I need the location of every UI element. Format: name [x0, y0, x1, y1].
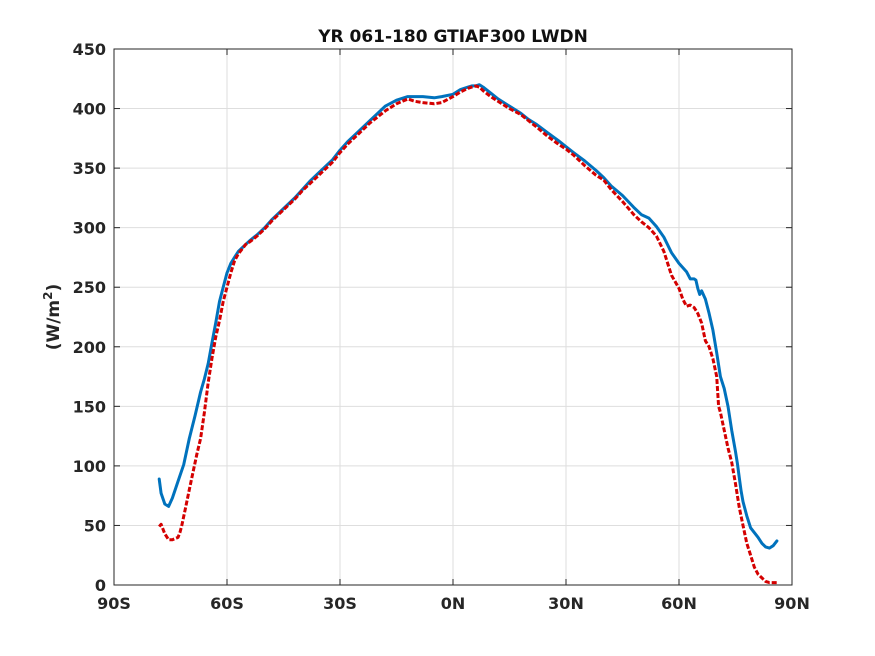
series-layer: [157, 83, 779, 585]
y-tick-label: 400: [73, 100, 106, 119]
x-tick-label: 90N: [774, 594, 810, 613]
x-tick-label: 30S: [323, 594, 357, 613]
y-tick-label: 200: [73, 338, 106, 357]
y-tick-label: 0: [95, 576, 106, 595]
y-tick-label: 100: [73, 457, 106, 476]
x-tick-label: 30N: [548, 594, 584, 613]
x-tick-label: 0N: [441, 594, 466, 613]
chart-title: YR 061-180 GTIAF300 LWDN: [317, 27, 588, 47]
y-axis-ticks: 0 50 100 150 200 250 300 350 400 450: [73, 40, 792, 595]
x-tick-label: 60N: [661, 594, 697, 613]
y-axis-label: (W/m2): [41, 284, 64, 351]
y-axis-label-exponent: 2: [41, 291, 55, 299]
series-line-2: [158, 84, 777, 585]
y-tick-label: 250: [73, 278, 106, 297]
series-line-1: [157, 83, 779, 550]
y-tick-label: 50: [84, 516, 106, 535]
y-axis-label-suffix: ): [44, 284, 64, 292]
x-tick-label: 60S: [210, 594, 244, 613]
y-tick-label: 300: [73, 219, 106, 238]
y-axis-label-main: (W/m: [44, 300, 64, 350]
y-tick-label: 450: [73, 40, 106, 59]
y-tick-label: 150: [73, 397, 106, 416]
x-axis-ticks: 90S 60S 30S 0N 30N 60N 90N: [97, 49, 810, 613]
x-tick-label: 90S: [97, 594, 131, 613]
y-tick-label: 350: [73, 159, 106, 178]
